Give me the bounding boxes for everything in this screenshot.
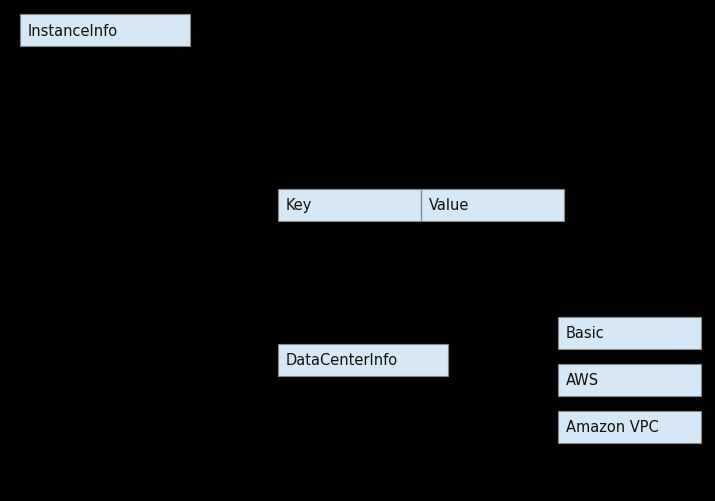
FancyBboxPatch shape bbox=[278, 189, 421, 221]
FancyBboxPatch shape bbox=[558, 317, 701, 349]
Text: DataCenterInfo: DataCenterInfo bbox=[286, 353, 398, 368]
FancyBboxPatch shape bbox=[421, 189, 564, 221]
FancyBboxPatch shape bbox=[558, 364, 701, 396]
Text: Basic: Basic bbox=[566, 326, 605, 341]
FancyBboxPatch shape bbox=[558, 411, 701, 443]
Text: AWS: AWS bbox=[566, 373, 599, 388]
Text: Amazon VPC: Amazon VPC bbox=[566, 420, 659, 435]
Text: Value: Value bbox=[429, 198, 469, 213]
Text: InstanceInfo: InstanceInfo bbox=[28, 24, 118, 39]
Text: Key: Key bbox=[286, 198, 312, 213]
FancyBboxPatch shape bbox=[20, 15, 190, 47]
FancyBboxPatch shape bbox=[278, 344, 448, 376]
